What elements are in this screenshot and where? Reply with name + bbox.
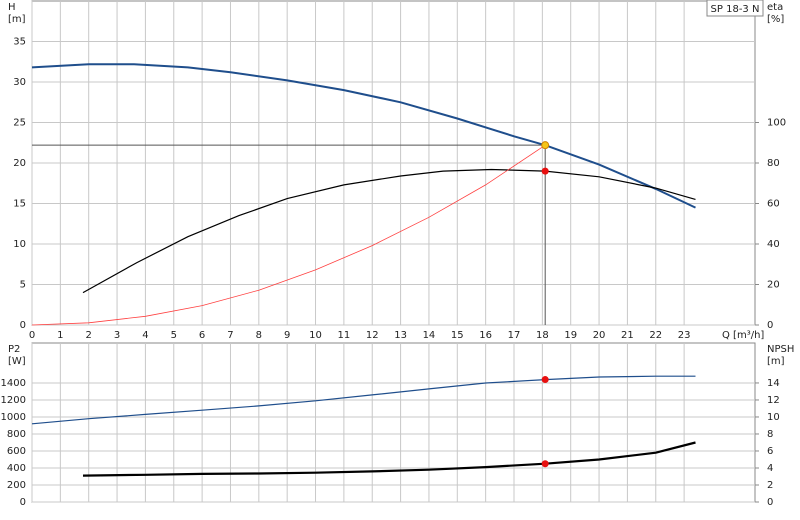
x-tick-label: 6 (199, 330, 205, 341)
badge: SP 18-3 N (711, 4, 760, 15)
y-tick-label: 30 (13, 77, 26, 88)
y2-tick-label: 2 (767, 480, 773, 491)
plot-area (31, 342, 756, 503)
x-tick-label: 2 (86, 330, 92, 341)
y2-tick-label: 0 (767, 320, 773, 331)
operating-point (541, 376, 549, 384)
y-tick-label: 1400 (1, 378, 26, 389)
x-tick-label: 22 (649, 330, 662, 341)
y2-tick-label: 10 (767, 412, 780, 423)
curve (82, 441, 696, 477)
x-tick-label: 21 (621, 330, 634, 341)
y2-tick-label: 8 (767, 429, 773, 440)
operating-point (541, 141, 550, 150)
x-axis-label: Q [m³/h] (722, 330, 764, 341)
x-tick-label: 12 (366, 330, 379, 341)
x-tick-label: 11 (338, 330, 351, 341)
y2-tick-label: 40 (767, 239, 780, 250)
x-tick-label: 19 (564, 330, 577, 341)
x-tick-label: 13 (394, 330, 407, 341)
x-tick-label: 20 (593, 330, 606, 341)
y-tick-label: 400 (7, 463, 26, 474)
x-tick-label: 5 (171, 330, 177, 341)
y-tick-label: 10 (13, 239, 26, 250)
y-axis-label: P2 (8, 344, 20, 355)
x-tick-label: 1 (57, 330, 63, 341)
x-tick-label: 8 (256, 330, 262, 341)
y-tick-label: 1200 (1, 395, 26, 406)
y-tick-label: 15 (13, 199, 26, 210)
x-tick-label: 9 (284, 330, 290, 341)
y-tick-label: 0 (20, 497, 26, 508)
y-tick-label: 200 (7, 480, 26, 491)
x-tick-label: 15 (451, 330, 464, 341)
y-tick-label: 5 (20, 280, 26, 291)
y2-tick-label: 60 (767, 199, 780, 210)
x-tick-label: 23 (678, 330, 691, 341)
y-tick-label: 800 (7, 429, 26, 440)
x-tick-label: 16 (479, 330, 492, 341)
curve (31, 375, 696, 425)
x-tick-label: 14 (423, 330, 436, 341)
operating-point (541, 167, 549, 175)
y2-tick-label: 100 (767, 118, 786, 129)
y-tick-label: 600 (7, 446, 26, 457)
y2-axis-unit: [m] (767, 356, 785, 367)
y2-tick-label: 4 (767, 463, 773, 474)
x-tick-label: 10 (309, 330, 322, 341)
x-tick-label: 3 (114, 330, 120, 341)
y2-tick-label: 20 (767, 280, 780, 291)
y-axis-unit: [W] (8, 356, 26, 367)
curve (82, 168, 696, 294)
badge-box (706, 0, 764, 17)
curve (31, 144, 546, 326)
y-tick-label: 0 (20, 320, 26, 331)
x-tick-label: 4 (142, 330, 148, 341)
y-tick-label: 35 (13, 37, 26, 48)
x-tick-label: 18 (536, 330, 549, 341)
y2-tick-label: 0 (767, 497, 773, 508)
y2-tick-label: 14 (767, 378, 780, 389)
y2-axis-label: NPSH (767, 344, 794, 355)
y2-tick-label: 12 (767, 395, 780, 406)
y-axis-label: H (8, 2, 16, 13)
x-tick-label: 7 (227, 330, 233, 341)
y2-tick-label: 80 (767, 158, 780, 169)
y-tick-label: 20 (13, 158, 26, 169)
x-tick-label: 17 (508, 330, 521, 341)
y-tick-label: 1000 (1, 412, 26, 423)
operating-point (541, 460, 549, 468)
y2-axis-label: eta (767, 2, 783, 13)
y-axis-unit: [m] (8, 14, 26, 25)
y-tick-label: 25 (13, 118, 26, 129)
curve (31, 63, 696, 209)
y2-axis-unit: [%] (767, 14, 784, 25)
y2-tick-label: 6 (767, 446, 773, 457)
x-tick-label: 0 (29, 330, 35, 341)
